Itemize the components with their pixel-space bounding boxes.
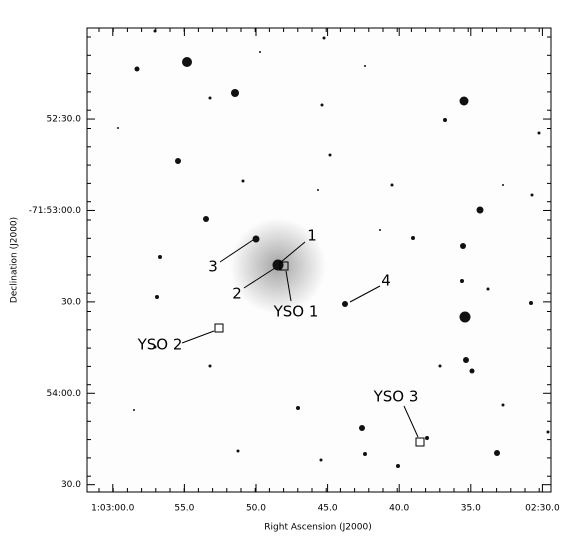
star — [117, 127, 119, 129]
yso-box — [279, 261, 289, 271]
star — [322, 36, 326, 40]
star — [502, 184, 504, 186]
pointer — [403, 405, 419, 438]
yso-box — [415, 437, 425, 447]
star — [241, 179, 245, 183]
star — [319, 458, 323, 462]
x-axis-label: Right Ascension (J2000) — [264, 523, 371, 533]
star — [364, 65, 366, 67]
star — [231, 89, 239, 97]
pointer — [243, 267, 276, 289]
source-label: YSO 1 — [273, 303, 319, 321]
star — [317, 189, 319, 191]
star — [469, 368, 475, 374]
source-label: YSO 2 — [137, 336, 183, 354]
star — [342, 301, 348, 307]
star — [379, 229, 381, 231]
star — [236, 449, 240, 453]
star — [134, 66, 140, 72]
star — [153, 345, 157, 349]
star — [208, 364, 212, 368]
x-tick-label: 45.0 — [318, 504, 338, 514]
star — [203, 216, 209, 222]
source-label: YSO 3 — [373, 388, 419, 406]
annotation-marks — [181, 239, 425, 447]
star-field — [117, 29, 550, 468]
x-tick-label: 1:03:00.0 — [91, 504, 135, 514]
star — [182, 57, 192, 67]
pointer — [181, 330, 215, 344]
star — [438, 364, 442, 368]
y-tick-label: 54:00.0 — [46, 389, 81, 399]
star — [158, 255, 162, 259]
star — [494, 450, 500, 456]
star — [390, 183, 394, 187]
x-tick-label: 50.0 — [246, 504, 266, 514]
star — [411, 236, 415, 240]
star — [459, 311, 471, 323]
x-tick-label: 02:30.0 — [525, 504, 560, 514]
x-tick-label: 55.0 — [174, 504, 194, 514]
star — [328, 153, 332, 157]
axes: 1:03:00.0 55.0 50.0 45.0 40.0 35.0 02:30.0 52:3… — [29, 28, 560, 514]
source-label: 2 — [232, 285, 242, 303]
pointer — [349, 285, 381, 303]
star — [529, 301, 533, 305]
star — [459, 96, 469, 106]
y-axis-label: Declination (J2000) — [10, 217, 20, 303]
star — [486, 287, 490, 291]
star — [363, 452, 367, 456]
star — [208, 96, 212, 100]
pointer — [219, 239, 254, 263]
source-label: 3 — [208, 258, 218, 276]
y-tick-label: 52:30.0 — [46, 115, 81, 125]
y-tick-label: -71:53:00.0 — [29, 206, 82, 216]
star — [443, 118, 447, 122]
star — [155, 295, 159, 299]
star — [252, 235, 260, 243]
y-tick-label: 30.0 — [61, 480, 81, 490]
star — [501, 403, 505, 407]
source-label: 1 — [307, 227, 317, 245]
star — [460, 279, 464, 283]
star — [175, 158, 181, 164]
star — [537, 131, 541, 135]
star — [425, 436, 429, 440]
star — [396, 464, 400, 468]
star — [133, 409, 135, 411]
star — [530, 193, 534, 197]
source-label: 4 — [381, 272, 391, 290]
x-tick-label: 35.0 — [461, 504, 481, 514]
star — [359, 425, 365, 431]
star — [320, 103, 324, 107]
star — [476, 206, 484, 214]
yso-box — [214, 323, 224, 333]
x-tick-label: 40.0 — [389, 504, 409, 514]
star — [546, 430, 550, 434]
pointer — [280, 241, 306, 263]
star — [463, 357, 469, 363]
y-tick-label: 30.0 — [61, 297, 81, 307]
star — [296, 406, 300, 410]
star — [460, 243, 466, 249]
star — [259, 51, 261, 53]
pointer — [285, 270, 292, 302]
